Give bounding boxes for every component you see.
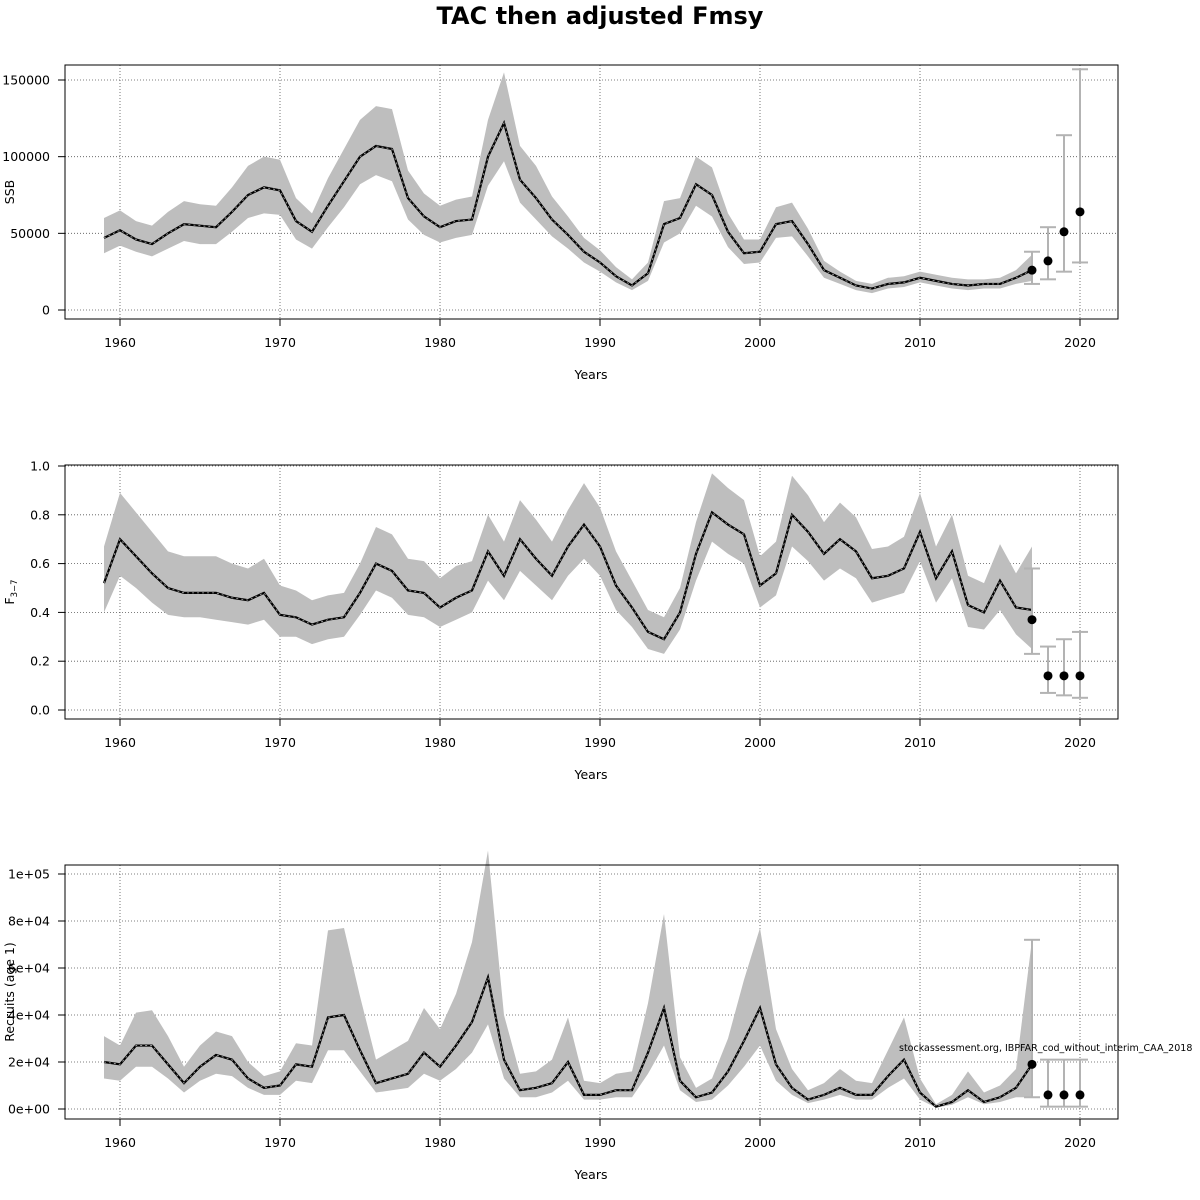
plot-frame	[64, 464, 1119, 720]
y-tick-label: 8e+04	[8, 914, 50, 929]
estimate-line-dash	[103, 975, 1033, 1108]
projection-point	[1027, 1059, 1037, 1069]
y-tick-label: 0.4	[30, 605, 50, 620]
y-tick-label: 0e+00	[8, 1102, 50, 1117]
x-axis-label: Years	[574, 1167, 608, 1182]
y-axis-label: SSB	[2, 180, 17, 204]
y-axis-label: F3−7	[2, 579, 20, 604]
y-tick-label: 4e+04	[8, 1008, 50, 1023]
x-tick-label: 1960	[104, 335, 136, 350]
projection-point	[1075, 207, 1085, 217]
x-axis-label: Years	[574, 367, 608, 382]
x-tick-label: 1980	[424, 735, 456, 750]
projection-point	[1059, 671, 1069, 681]
y-tick-label: 50000	[10, 226, 50, 241]
projection-point	[1027, 265, 1037, 275]
y-tick-label: 0.0	[30, 703, 50, 718]
x-tick-label: 2000	[744, 735, 776, 750]
x-tick-label: 2000	[744, 335, 776, 350]
recruitment-panel: 1960 1970 1980 1990 2000 2010 2020 0e+00 2e+04 4e…	[2, 850, 1119, 1182]
y-tick-label: 0	[42, 303, 50, 318]
x-tick-label: 1990	[584, 1135, 616, 1150]
x-tick-label: 2010	[904, 335, 936, 350]
y-tick-label: 0.2	[30, 654, 50, 669]
confidence-band	[104, 72, 1032, 294]
x-tick-label: 1960	[104, 735, 136, 750]
estimate-line-dash	[103, 511, 1033, 640]
projection-point	[1075, 671, 1085, 681]
y-tick-label: 1.0	[30, 459, 50, 474]
y-tick-label: 1e+05	[8, 867, 50, 882]
projection-point	[1059, 1090, 1069, 1100]
projection-point	[1043, 256, 1053, 266]
y-tick-label: 0.8	[30, 507, 50, 522]
x-tick-label: 1990	[584, 335, 616, 350]
estimate-line	[103, 119, 1033, 290]
projection-point	[1043, 1090, 1053, 1100]
x-tick-label: 1960	[104, 1135, 136, 1150]
fishing-mortality-panel: 1960 1970 1980 1990 2000 2010 2020 0.0 0.2 0.4 0.6…	[2, 459, 1119, 782]
confidence-band	[104, 850, 1032, 1108]
ssb-panel: 1960 1970 1980 1990 2000 2010 2020 0 50000 100000…	[2, 64, 1119, 382]
projection-point	[1075, 1090, 1085, 1100]
projection-point	[1043, 671, 1053, 681]
x-tick-label: 2000	[744, 1135, 776, 1150]
y-axis-label-main: F	[2, 597, 17, 604]
projection-point	[1059, 227, 1069, 237]
x-tick-label: 1980	[424, 335, 456, 350]
y-axis-label-subscript: 3−7	[10, 579, 20, 597]
x-tick-label: 1970	[264, 335, 296, 350]
x-tick-label: 2020	[1064, 1135, 1096, 1150]
projection-point	[1027, 615, 1037, 625]
x-tick-label: 1990	[584, 735, 616, 750]
x-tick-label: 2010	[904, 735, 936, 750]
plot-frame	[64, 64, 1119, 320]
x-tick-label: 1970	[264, 1135, 296, 1150]
y-tick-label: 150000	[2, 73, 50, 88]
x-tick-label: 1970	[264, 735, 296, 750]
chart-title: TAC then adjusted Fmsy	[436, 2, 764, 30]
y-axis-label: Recruits (age 1)	[2, 942, 17, 1042]
y-tick-label: 0.6	[30, 556, 50, 571]
x-tick-label: 2010	[904, 1135, 936, 1150]
y-tick-label: 100000	[2, 149, 50, 164]
watermark-text: stockassessment.org, IBPFAR_cod_without_…	[899, 1043, 1192, 1054]
x-tick-label: 2020	[1064, 735, 1096, 750]
confidence-band	[104, 473, 1032, 654]
y-axis-label-main: SSB	[2, 180, 17, 204]
plot-frame	[64, 864, 1119, 1120]
y-axis-label-main: Recruits (age 1)	[2, 942, 17, 1042]
y-tick-label: 2e+04	[8, 1055, 50, 1070]
x-tick-label: 1980	[424, 1135, 456, 1150]
x-axis-label: Years	[574, 767, 608, 782]
y-tick-label: 6e+04	[8, 961, 50, 976]
x-tick-label: 2020	[1064, 335, 1096, 350]
